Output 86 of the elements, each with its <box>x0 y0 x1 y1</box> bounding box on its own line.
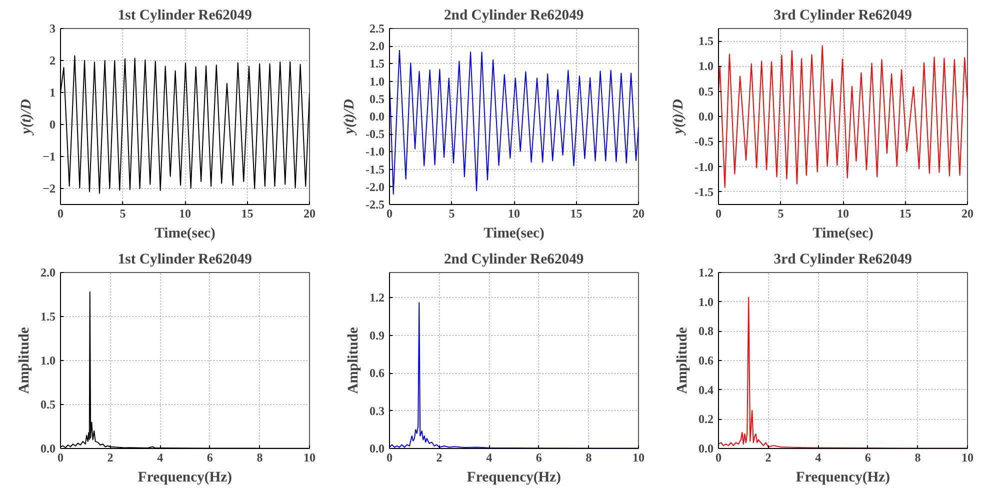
x-tick-label: 2 <box>107 450 114 464</box>
x-tick-label: 5 <box>448 206 455 220</box>
x-axis-title: Frequency(Hz) <box>138 470 232 486</box>
y-tick-label: 2.0 <box>370 39 384 54</box>
y-tick-label: 1.5 <box>370 56 384 71</box>
x-tick-label: 6 <box>206 450 213 464</box>
y-axis-title: y(t)/D <box>18 98 35 136</box>
chart-title: 2nd Cylinder Re62049 <box>444 252 584 268</box>
x-tick-label: 10 <box>508 206 520 220</box>
y-tick-label: 0.2 <box>698 412 714 426</box>
y-tick-label: 0.4 <box>698 382 714 397</box>
y-tick-label: -1.5 <box>366 162 385 176</box>
y-tick-label: −1 <box>42 150 56 164</box>
y-tick-label: 0 <box>50 118 56 132</box>
x-tick-label: 20 <box>962 206 974 220</box>
y-tick-label: 3 <box>50 22 56 36</box>
y-tick-label: 1.0 <box>40 354 56 368</box>
y-axis-title: y(t)/D <box>342 98 358 136</box>
x-tick-label: 20 <box>632 206 644 220</box>
y-tick-label: 1.5 <box>698 34 714 48</box>
y-tick-label: 0.0 <box>698 110 714 124</box>
x-tick-label: 5 <box>778 206 784 220</box>
x-tick-label: 10 <box>179 206 191 220</box>
y-tick-label: 0.6 <box>698 354 714 368</box>
x-tick-label: 8 <box>586 450 592 464</box>
y-tick-label: 1.0 <box>698 294 714 309</box>
y-tick-label: 1 <box>50 86 56 100</box>
y-tick-label: 0.0 <box>370 442 384 456</box>
y-axis-title: Amplitude <box>16 326 32 394</box>
y-tick-label: -2.5 <box>366 198 385 212</box>
y-tick-label: 1.2 <box>370 290 384 305</box>
y-tick-label: -1.0 <box>366 144 385 159</box>
x-tick-label: 8 <box>256 450 263 464</box>
x-tick-label: 6 <box>536 450 542 464</box>
x-axis-title: Time(sec) <box>484 226 545 242</box>
x-axis-title: Frequency(Hz) <box>796 470 890 486</box>
x-tick-label: 6 <box>864 450 871 464</box>
y-tick-label: 0.9 <box>370 328 384 342</box>
y-tick-label: -1.0 <box>694 160 714 174</box>
x-axis-title: Time(sec) <box>154 226 216 242</box>
chart-title: 2nd Cylinder Re62049 <box>444 8 584 24</box>
y-tick-label: -1.5 <box>694 184 714 199</box>
x-tick-label: 10 <box>837 206 849 220</box>
x-tick-label: 4 <box>486 450 492 464</box>
y-tick-label: 0.8 <box>698 324 714 338</box>
y-tick-label: 1.0 <box>698 59 714 74</box>
x-tick-label: 10 <box>632 450 644 464</box>
y-tick-label: -0.5 <box>366 127 385 142</box>
y-axis-title: Amplitude <box>346 326 362 394</box>
x-tick-label: 10 <box>304 450 316 464</box>
y-tick-label: 0.6 <box>370 366 384 380</box>
x-tick-label: 15 <box>899 206 912 220</box>
x-axis-title: Time(sec) <box>812 226 874 242</box>
y-tick-label: 0.0 <box>698 442 714 456</box>
chart-title: 3rd Cylinder Re62049 <box>774 252 912 268</box>
x-tick-label: 10 <box>962 450 974 464</box>
y-tick-label: 0.3 <box>370 404 384 418</box>
y-tick-label: 1.0 <box>370 74 384 88</box>
y-tick-label: -2.0 <box>366 180 385 194</box>
chart-title: 3rd Cylinder Re62049 <box>774 8 912 24</box>
x-tick-label: 20 <box>304 206 316 220</box>
y-tick-label: 0.5 <box>370 92 384 106</box>
y-tick-label: 1.5 <box>40 310 56 324</box>
y-tick-label: 0.0 <box>40 442 56 456</box>
x-tick-label: 4 <box>157 450 164 464</box>
y-tick-label: 2.0 <box>40 266 56 280</box>
x-tick-label: 2 <box>765 450 772 464</box>
y-tick-label: 0.0 <box>370 110 384 124</box>
x-tick-label: 8 <box>914 450 921 464</box>
y-axis-title: Amplitude <box>674 326 690 394</box>
chart-title: 1st Cylinder Re62049 <box>118 8 252 24</box>
x-tick-label: 4 <box>815 450 822 464</box>
chart-title: 1st Cylinder Re62049 <box>118 252 252 268</box>
y-tick-label: 2.5 <box>370 22 384 36</box>
x-tick-label: 2 <box>436 450 442 464</box>
y-axis-title: y(t)/D <box>670 98 687 136</box>
x-tick-label: 15 <box>241 206 254 220</box>
x-tick-label: 15 <box>570 206 582 220</box>
y-tick-label: −2 <box>42 182 56 196</box>
x-tick-label: 5 <box>120 206 126 220</box>
y-tick-label: 0.5 <box>40 398 56 412</box>
y-tick-label: -0.5 <box>694 134 714 149</box>
y-tick-label: 1.2 <box>698 266 714 280</box>
y-tick-label: 2 <box>50 54 56 68</box>
x-axis-title: Frequency(Hz) <box>466 470 562 486</box>
y-tick-label: 0.5 <box>698 84 714 98</box>
